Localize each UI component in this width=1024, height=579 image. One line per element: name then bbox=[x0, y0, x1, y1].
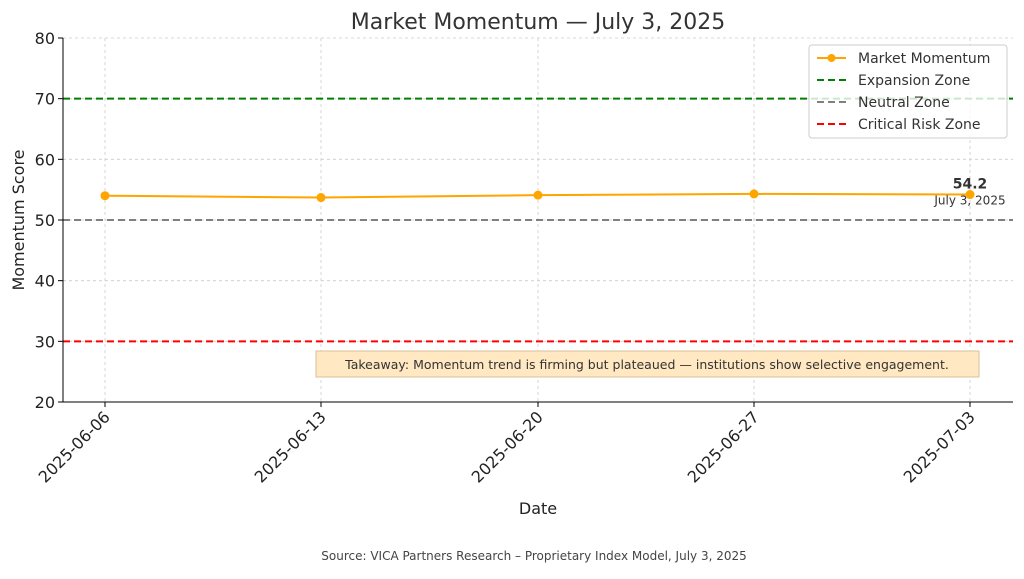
takeaway-box bbox=[315, 350, 980, 378]
legend-label: Critical Risk Zone bbox=[858, 117, 981, 133]
data-point bbox=[965, 190, 975, 200]
x-axis-label: Date bbox=[519, 499, 557, 518]
legend-label: Neutral Zone bbox=[858, 95, 950, 111]
data-point bbox=[100, 191, 110, 201]
takeaway-text: Takeaway: Momentum trend is firming but … bbox=[344, 357, 949, 372]
y-tick-label: 60 bbox=[35, 150, 55, 169]
y-tick-label: 30 bbox=[35, 332, 55, 351]
last-value-label: 54.2 bbox=[953, 177, 988, 193]
last-date-label: July 3, 2025 bbox=[933, 194, 1005, 208]
legend: Market Momentum Expansion Zone Neutral Zon… bbox=[808, 44, 1008, 139]
reference-lines bbox=[63, 97, 1013, 343]
x-tick-label: 2025-06-20 bbox=[468, 407, 547, 486]
data-point bbox=[749, 189, 759, 199]
y-tick-label: 50 bbox=[35, 211, 55, 230]
chart-title: Market Momentum — July 3, 2025 bbox=[351, 10, 725, 35]
data-point bbox=[533, 190, 543, 200]
x-tick-label: 2025-07-03 bbox=[900, 407, 979, 486]
legend-marker bbox=[827, 54, 836, 62]
data-point bbox=[316, 193, 326, 203]
y-tick-label: 40 bbox=[35, 272, 55, 291]
x-tick-label: 2025-06-27 bbox=[684, 407, 763, 486]
x-tick-label: 2025-06-06 bbox=[35, 407, 114, 486]
legend-label: Market Momentum bbox=[858, 51, 990, 67]
y-tick-label: 70 bbox=[35, 90, 55, 109]
y-tick-label: 80 bbox=[35, 29, 55, 48]
source-note: Source: VICA Partners Research – Proprie… bbox=[321, 549, 747, 563]
x-tick-label: 2025-06-13 bbox=[251, 407, 330, 486]
legend-box bbox=[808, 44, 1008, 139]
y-tick-label: 20 bbox=[35, 393, 55, 412]
y-axis-label: Momentum Score bbox=[9, 149, 28, 290]
legend-label: Expansion Zone bbox=[858, 73, 970, 89]
series-layer bbox=[100, 189, 975, 203]
